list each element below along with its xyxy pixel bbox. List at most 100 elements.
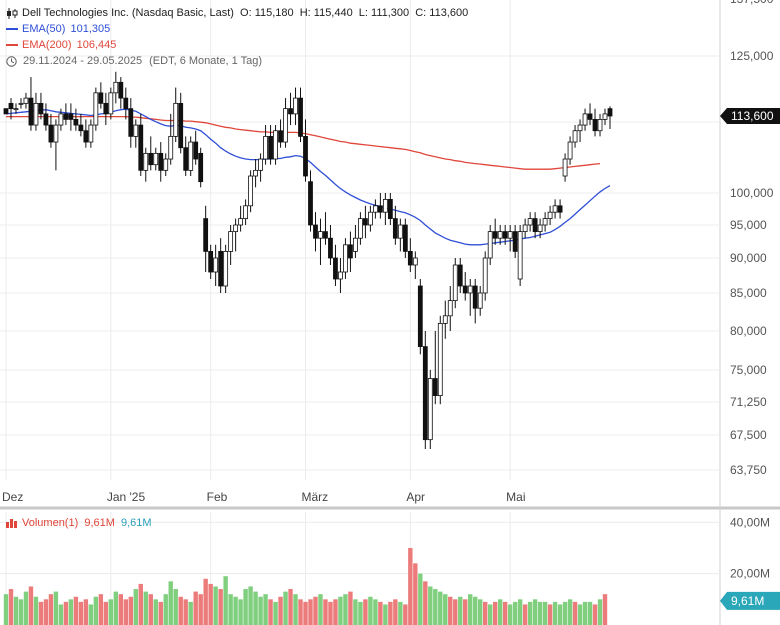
- ema200-legend[interactable]: EMA(200) 106,445: [6, 38, 116, 52]
- candle-body: [372, 205, 378, 213]
- time-tick-label: Mai: [506, 490, 525, 504]
- price-tick-label: 100,000: [730, 186, 774, 200]
- volume-bar: [522, 604, 528, 625]
- volume-bar: [463, 599, 468, 625]
- candle-body: [562, 158, 568, 177]
- volume-bar: [507, 604, 513, 625]
- candle-body: [208, 250, 214, 273]
- volume-bar: [108, 599, 114, 625]
- clock-icon: [6, 55, 17, 67]
- volume-bar: [433, 589, 438, 625]
- volume-bar: [18, 599, 24, 625]
- volume-bar: [208, 583, 213, 625]
- volume-bar: [233, 596, 238, 625]
- candle-body: [597, 118, 603, 132]
- volume-bar: [273, 601, 278, 625]
- volume-bar: [303, 601, 308, 625]
- close-value: C: 113,600: [415, 7, 469, 19]
- volume-bar: [238, 599, 243, 625]
- volume-tick-label: 40,00M: [730, 515, 770, 529]
- last-volume-tag: [720, 591, 780, 610]
- price-tick-label: 67,500: [730, 428, 767, 442]
- date-range: 29.11.2024 - 29.05.2025: [23, 55, 143, 67]
- candle-body: [243, 205, 249, 220]
- volume-bar: [63, 601, 69, 625]
- candle-body: [253, 169, 258, 177]
- volume-bar: [383, 604, 388, 625]
- candle-body: [467, 285, 473, 294]
- candle-body: [273, 130, 278, 160]
- volume-bar: [223, 576, 228, 625]
- candle-body: [263, 135, 268, 160]
- candle-body: [183, 147, 189, 171]
- volume-bar: [248, 586, 253, 625]
- candle-body: [293, 97, 298, 115]
- candle-body: [83, 130, 89, 143]
- volume-bar: [398, 601, 403, 625]
- candle-body: [367, 211, 373, 226]
- instrument-title: Dell Technologies Inc. (Nasdaq Basic, La…: [22, 7, 234, 19]
- candle-body: [512, 231, 518, 252]
- volume-bar: [368, 596, 373, 625]
- volume-bar: [93, 596, 99, 625]
- volume-bar: [453, 599, 458, 625]
- volume-bar: [83, 599, 89, 625]
- volume-bar: [213, 586, 218, 625]
- volume-bar: [378, 601, 383, 625]
- volume-bar: [512, 601, 518, 625]
- volume-bar: [138, 583, 143, 625]
- candle-body: [33, 102, 39, 126]
- candle-body: [582, 113, 588, 126]
- volume-bar: [13, 596, 19, 625]
- volume-bar: [532, 599, 538, 625]
- candle-body: [308, 181, 313, 226]
- candle-body: [487, 231, 493, 259]
- volume-bar: [517, 599, 523, 625]
- volume-bar: [78, 601, 84, 625]
- candle-body: [218, 250, 224, 287]
- candle-body: [392, 218, 398, 239]
- candle-body: [38, 102, 44, 115]
- candle-body: [507, 231, 513, 239]
- volume-bar: [308, 599, 313, 625]
- candle-body: [123, 97, 129, 110]
- volume-bar: [68, 599, 74, 625]
- volume-bar: [168, 581, 173, 625]
- volume-bar: [53, 591, 59, 625]
- candle-body: [93, 92, 99, 126]
- candle-body: [477, 292, 483, 309]
- volume-bar: [188, 601, 193, 625]
- volume-bar: [143, 591, 148, 625]
- candle-body: [452, 264, 458, 301]
- last-price-label: 113,600: [731, 109, 774, 123]
- time-tick-label: Feb: [207, 490, 228, 504]
- candle-body: [497, 231, 503, 239]
- price-tick-label: 75,000: [730, 363, 767, 377]
- candle-body: [298, 97, 303, 137]
- candle-body: [382, 198, 388, 213]
- volume-bar: [492, 601, 498, 625]
- candle-body: [348, 244, 353, 259]
- volume-bar: [448, 596, 453, 625]
- ema50-legend[interactable]: EMA(50) 101,305: [6, 22, 110, 36]
- volume-bar: [428, 586, 433, 625]
- candle-body: [233, 224, 239, 232]
- volume-bar: [458, 596, 463, 625]
- volume-bar: [258, 596, 263, 625]
- candle-body: [223, 250, 229, 287]
- ema50-value: 101,305: [70, 23, 111, 35]
- volume-bar: [473, 596, 478, 625]
- volume-bar: [38, 601, 44, 625]
- volume-bar: [552, 601, 558, 625]
- volume-bar: [572, 601, 578, 625]
- volume-value-blue: 9,61M: [120, 517, 152, 529]
- price-tick-label: 63,750: [730, 463, 767, 477]
- volume-bar: [423, 581, 428, 625]
- volume-bar: [333, 599, 338, 625]
- candle-body: [567, 141, 573, 160]
- volume-bar: [562, 601, 568, 625]
- candle-body: [387, 198, 393, 219]
- ema50-line-icon: [6, 28, 18, 31]
- volume-legend[interactable]: Volumen(1) 9,61M 9,61M: [6, 516, 152, 530]
- candle-body: [482, 257, 488, 294]
